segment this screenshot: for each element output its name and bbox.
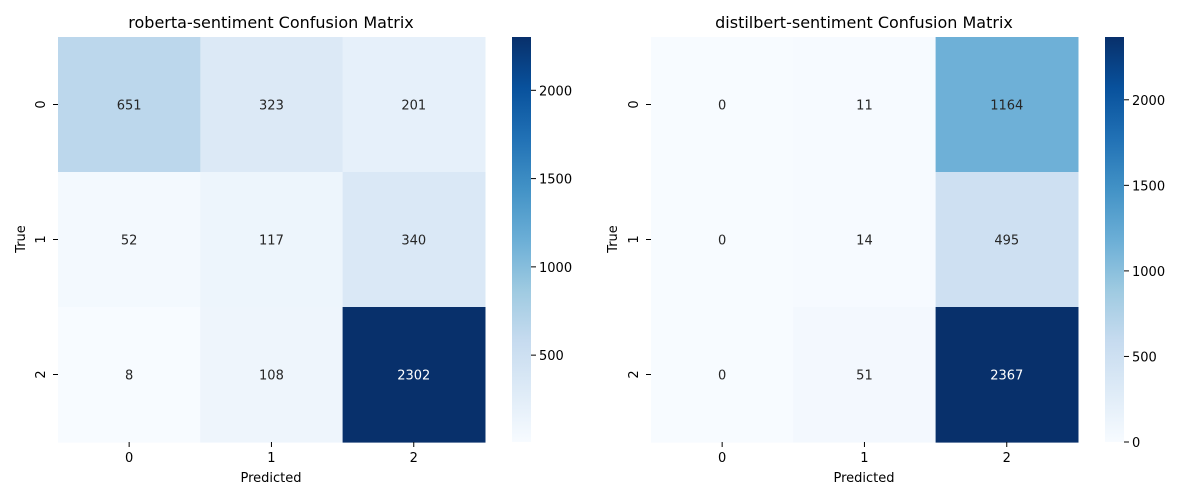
roberta-cell-1-2 (342, 172, 486, 308)
distilbert-y-tick-label: 1 (627, 235, 642, 243)
distilbert-cell-1-0 (651, 172, 794, 308)
roberta-cell-0-0 (58, 37, 201, 173)
roberta-colorbar-tick-label: 500 (539, 349, 564, 364)
distilbert-y-axis-label: True (606, 225, 621, 254)
roberta-cell-label-2-2: 2302 (397, 369, 430, 384)
distilbert-cell-1-2 (935, 172, 1079, 308)
roberta-cell-0-2 (342, 37, 486, 173)
roberta-cell-1-0 (58, 172, 201, 308)
roberta-cell-0-1 (200, 37, 344, 173)
roberta-y-ticks: 0 1 2 (34, 100, 58, 379)
distilbert-y-ticks: 0 1 2 (627, 100, 651, 379)
roberta-title: roberta-sentiment Confusion Matrix (128, 13, 413, 32)
distilbert-cell-0-1 (793, 37, 937, 173)
distilbert-colorbar-tick-label: 2000 (1132, 94, 1165, 109)
roberta-x-ticks: 0 1 2 (125, 442, 418, 466)
distilbert-cell-label-2-0: 0 (718, 369, 726, 384)
distilbert-colorbar-tick-label: 500 (1132, 350, 1157, 365)
roberta-heatmap: 651 323 201 52 117 340 8 108 2302 (58, 37, 486, 443)
distilbert-cell-0-2 (935, 37, 1079, 173)
roberta-x-axis-label: Predicted (240, 471, 301, 486)
distilbert-colorbar: 0 500 1000 1500 2000 (1105, 37, 1165, 451)
distilbert-cell-label-0-0: 0 (718, 99, 726, 114)
distilbert-title: distilbert-sentiment Confusion Matrix (715, 13, 1013, 32)
distilbert-x-tick-label: 2 (1003, 451, 1011, 466)
roberta-cell-2-0 (58, 307, 201, 443)
roberta-x-tick-label: 1 (267, 451, 275, 466)
distilbert-y-tick-label: 0 (627, 100, 642, 108)
distilbert-cell-2-1 (793, 307, 937, 443)
distilbert-cell-label-1-0: 0 (718, 234, 726, 249)
roberta-cell-2-1 (200, 307, 344, 443)
distilbert-x-axis-label: Predicted (833, 471, 894, 486)
distilbert-cell-label-1-1: 14 (856, 234, 873, 249)
roberta-x-tick-label: 0 (125, 451, 133, 466)
distilbert-colorbar-tick-label: 1000 (1132, 265, 1165, 280)
distilbert-cell-0-0 (651, 37, 794, 173)
distilbert-colorbar-tick-label: 0 (1132, 436, 1140, 451)
roberta-colorbar-tick-label: 1000 (539, 261, 572, 276)
roberta-colorbar-tick-label: 2000 (539, 84, 572, 99)
roberta-colorbar: 500 1000 1500 2000 (512, 37, 572, 442)
roberta-y-tick-label: 0 (34, 100, 49, 108)
distilbert-cell-2-0 (651, 307, 794, 443)
distilbert-colorbar-tick-label: 1500 (1132, 179, 1165, 194)
distilbert-x-tick-label: 0 (718, 451, 726, 466)
roberta-cell-label-1-0: 52 (121, 234, 138, 249)
roberta-y-axis-label: True (14, 225, 29, 254)
roberta-cell-label-1-2: 340 (401, 234, 426, 249)
distilbert-panel: distilbert-sentiment Confusion Matrix 0 1… (606, 13, 1165, 486)
roberta-cell-label-0-1: 323 (259, 99, 284, 114)
distilbert-heatmap: 0 11 1164 0 14 495 0 51 2367 (651, 37, 1079, 443)
distilbert-x-ticks: 0 1 2 (718, 442, 1011, 466)
roberta-colorbar-tick-label: 1500 (539, 173, 572, 188)
roberta-colorbar-gradient (512, 37, 531, 442)
roberta-panel: roberta-sentiment Confusion Matrix 651 32… (14, 13, 572, 486)
roberta-cell-label-1-1: 117 (259, 234, 284, 249)
distilbert-cell-2-2 (935, 307, 1079, 443)
roberta-y-tick-label: 1 (34, 235, 49, 243)
roberta-cell-label-0-2: 201 (401, 99, 426, 114)
distilbert-cell-1-1 (793, 172, 937, 308)
roberta-x-tick-label: 2 (410, 451, 418, 466)
roberta-y-tick-label: 2 (34, 370, 49, 378)
roberta-cell-2-2 (342, 307, 486, 443)
distilbert-cell-label-0-1: 11 (856, 99, 873, 114)
roberta-cell-label-2-0: 8 (125, 369, 133, 384)
distilbert-colorbar-gradient (1105, 37, 1124, 442)
distilbert-cell-label-2-1: 51 (856, 369, 873, 384)
distilbert-x-tick-label: 1 (860, 451, 868, 466)
distilbert-y-tick-label: 2 (627, 370, 642, 378)
distilbert-cell-label-2-2: 2367 (990, 369, 1023, 384)
roberta-cell-label-0-0: 651 (117, 99, 142, 114)
roberta-cell-label-2-1: 108 (259, 369, 284, 384)
roberta-cell-1-1 (200, 172, 344, 308)
distilbert-cell-label-1-2: 495 (994, 234, 1019, 249)
distilbert-cell-label-0-2: 1164 (990, 99, 1023, 114)
